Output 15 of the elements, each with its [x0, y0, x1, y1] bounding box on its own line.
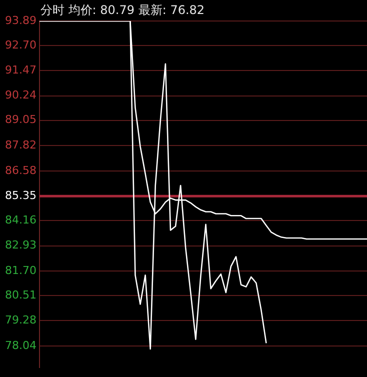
y-tick-label: 90.24 — [4, 88, 36, 102]
y-tick-label: 78.04 — [4, 338, 36, 352]
y-tick-label: 89.05 — [4, 113, 36, 126]
y-tick-label: 91.47 — [4, 63, 36, 76]
y-tick-label: 87.82 — [4, 138, 36, 152]
y-tick-label: 86.58 — [4, 164, 36, 177]
y-tick-label: 93.89 — [4, 14, 36, 27]
chart-title: 分时 均价: 80.79 最新: 76.82 — [40, 3, 205, 18]
y-tick-label: 81.70 — [4, 264, 36, 277]
y-tick-label: 80.51 — [4, 288, 36, 302]
y-tick-label: 84.16 — [4, 213, 36, 226]
y-tick-label: 82.93 — [4, 238, 36, 252]
y-tick-label: 85.35 — [4, 189, 36, 202]
y-tick-label: 79.28 — [4, 314, 36, 326]
y-tick-label: 92.70 — [4, 38, 36, 52]
